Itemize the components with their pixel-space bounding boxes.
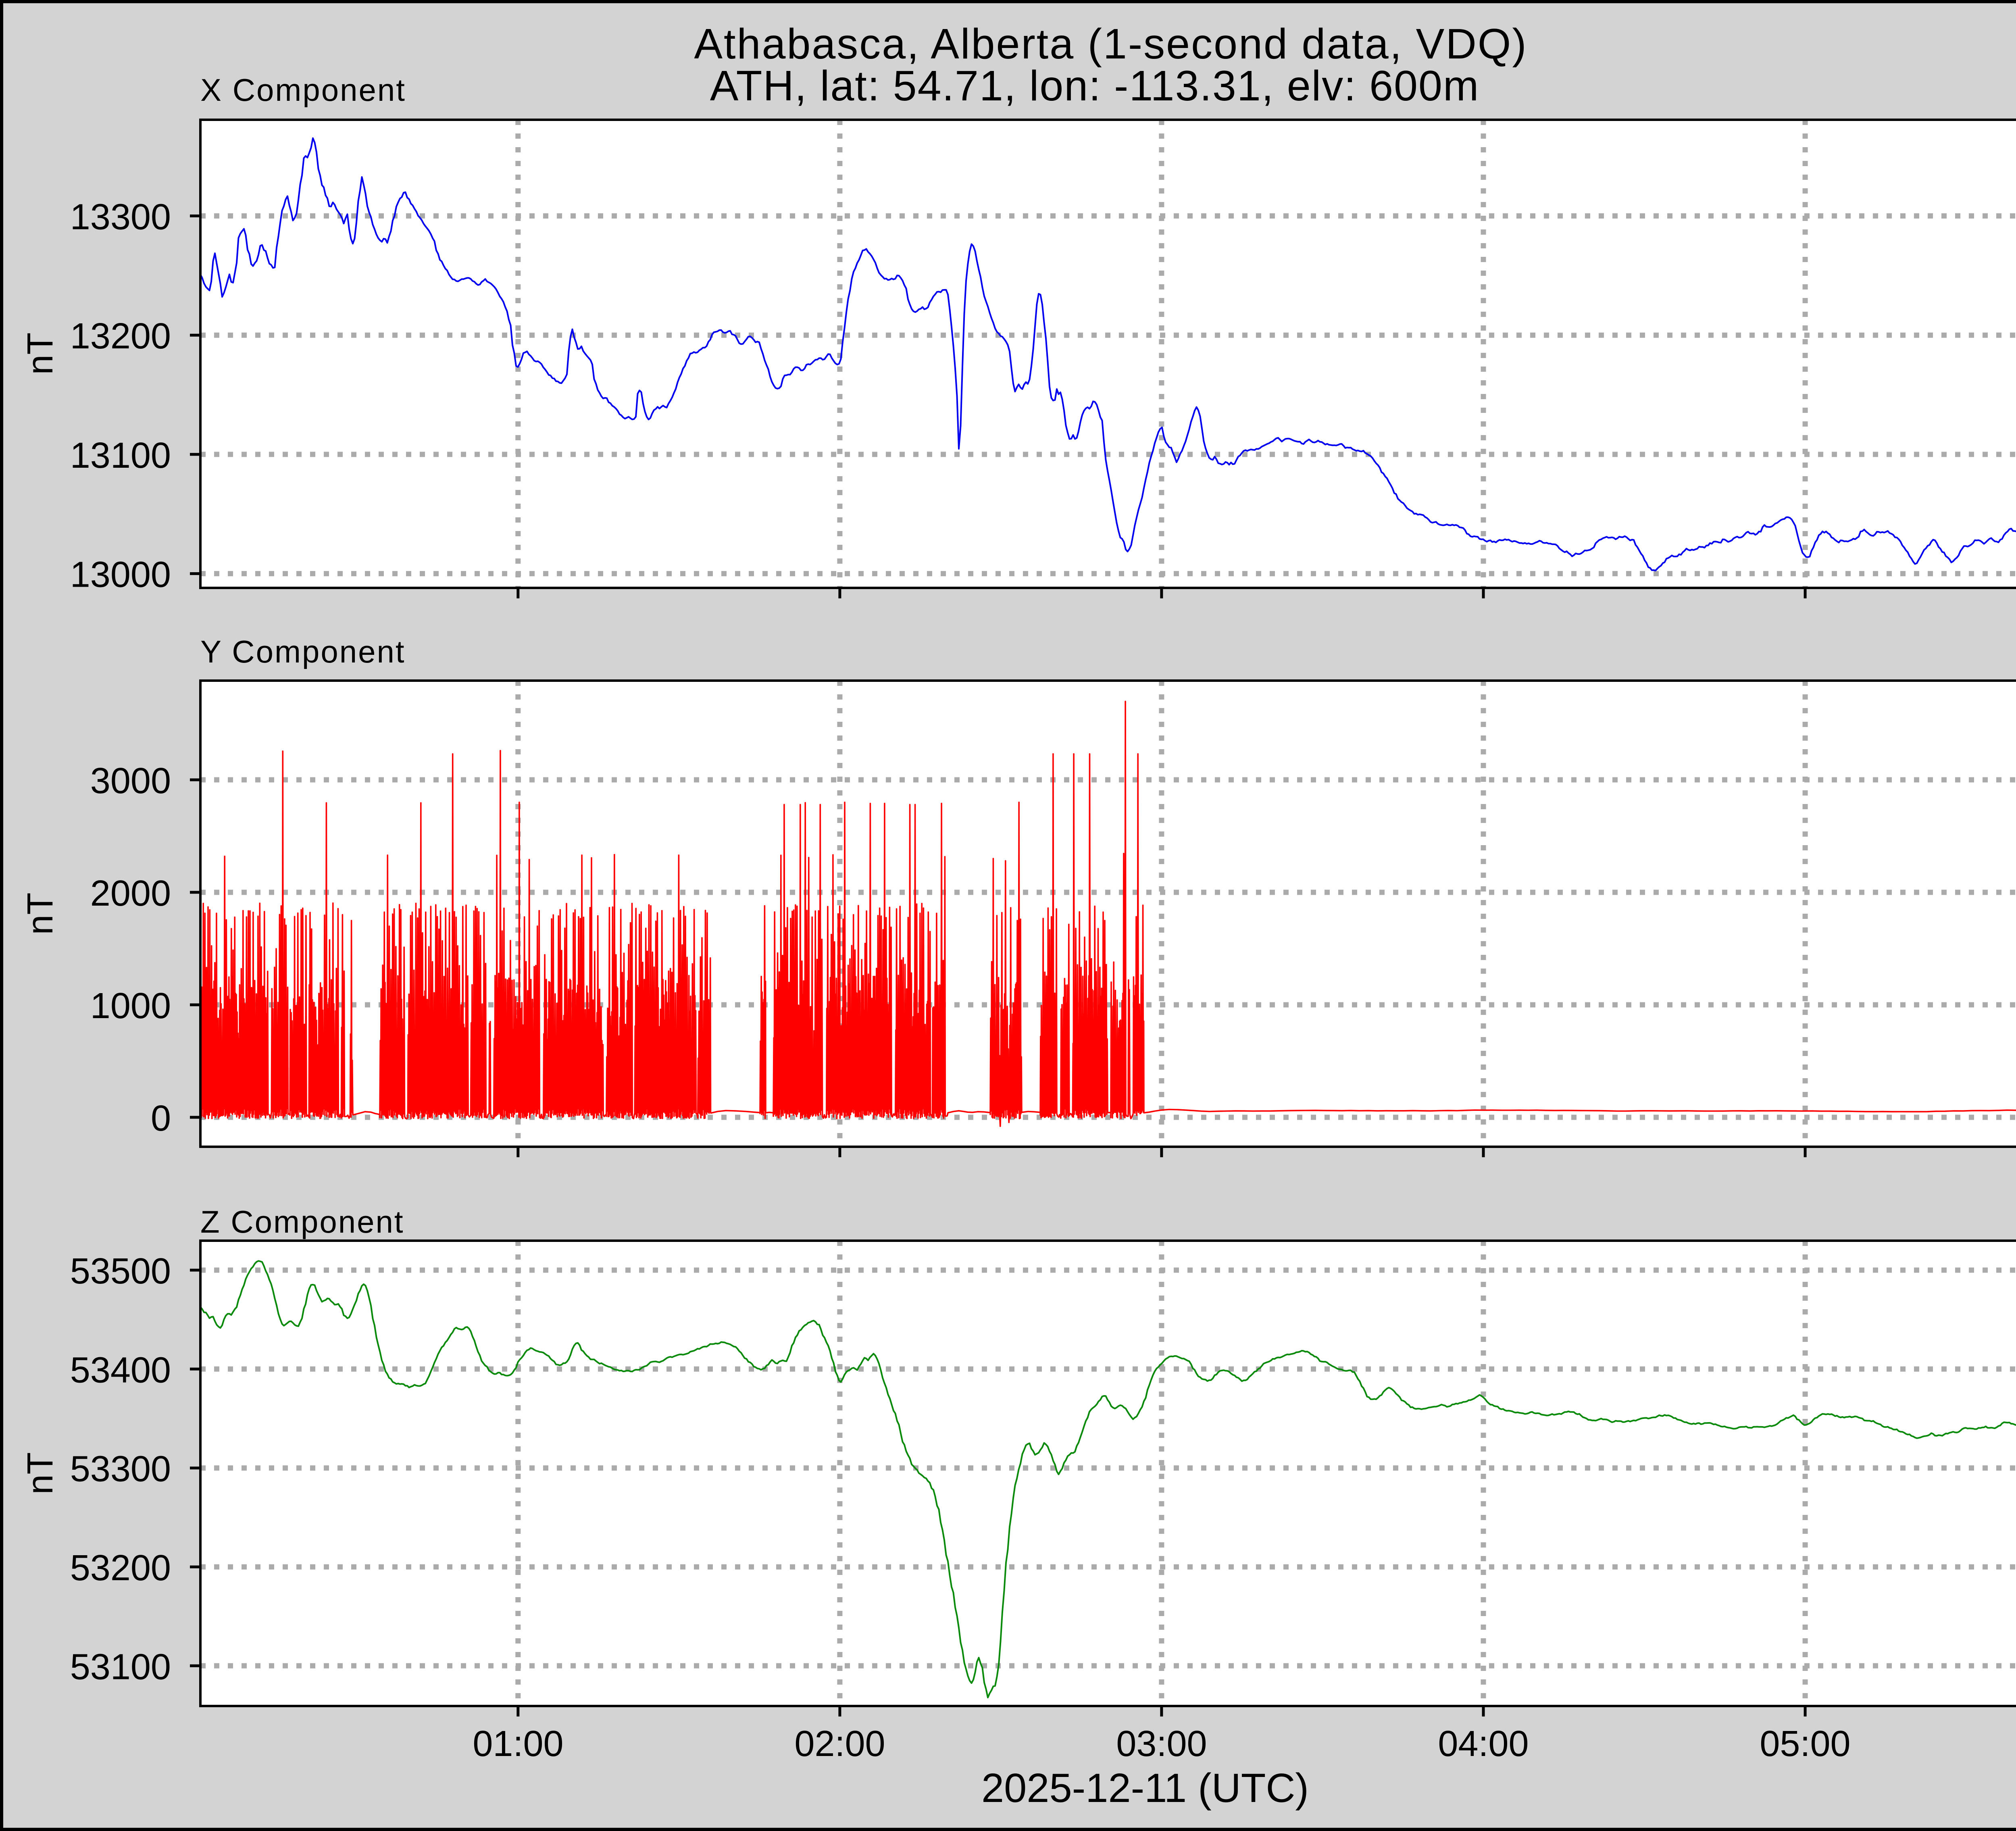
svg-text:53500: 53500 — [70, 1251, 171, 1291]
svg-text:03:00: 03:00 — [1116, 1724, 1207, 1764]
svg-text:13100: 13100 — [70, 435, 171, 476]
svg-text:02:00: 02:00 — [794, 1724, 885, 1764]
svg-text:05:00: 05:00 — [1760, 1724, 1850, 1764]
svg-text:Z Component: Z Component — [200, 1204, 404, 1239]
svg-text:2025-12-11 (UTC): 2025-12-11 (UTC) — [981, 1766, 1309, 1811]
svg-text:3000: 3000 — [90, 761, 171, 801]
svg-text:1000: 1000 — [90, 986, 171, 1026]
svg-text:2000: 2000 — [90, 873, 171, 914]
svg-text:Athabasca, Alberta (1-second d: Athabasca, Alberta (1-second data, VDQ) — [694, 20, 1527, 68]
svg-text:53400: 53400 — [70, 1350, 171, 1390]
svg-text:ATH, lat: 54.71, lon: -113.31,: ATH, lat: 54.71, lon: -113.31, elv: 600m — [710, 62, 1480, 110]
svg-text:nT: nT — [20, 1452, 60, 1494]
svg-text:nT: nT — [20, 332, 60, 375]
svg-text:04:00: 04:00 — [1438, 1724, 1529, 1764]
svg-text:01:00: 01:00 — [473, 1724, 563, 1764]
svg-text:13300: 13300 — [70, 197, 171, 237]
svg-text:Y Component: Y Component — [200, 634, 406, 669]
svg-text:13200: 13200 — [70, 316, 171, 356]
svg-text:nT: nT — [20, 892, 60, 935]
svg-text:0: 0 — [151, 1098, 171, 1139]
svg-text:53100: 53100 — [70, 1647, 171, 1687]
svg-text:X Component: X Component — [200, 72, 406, 108]
svg-text:53200: 53200 — [70, 1548, 171, 1588]
svg-text:13000: 13000 — [70, 555, 171, 595]
svg-text:53300: 53300 — [70, 1449, 171, 1489]
